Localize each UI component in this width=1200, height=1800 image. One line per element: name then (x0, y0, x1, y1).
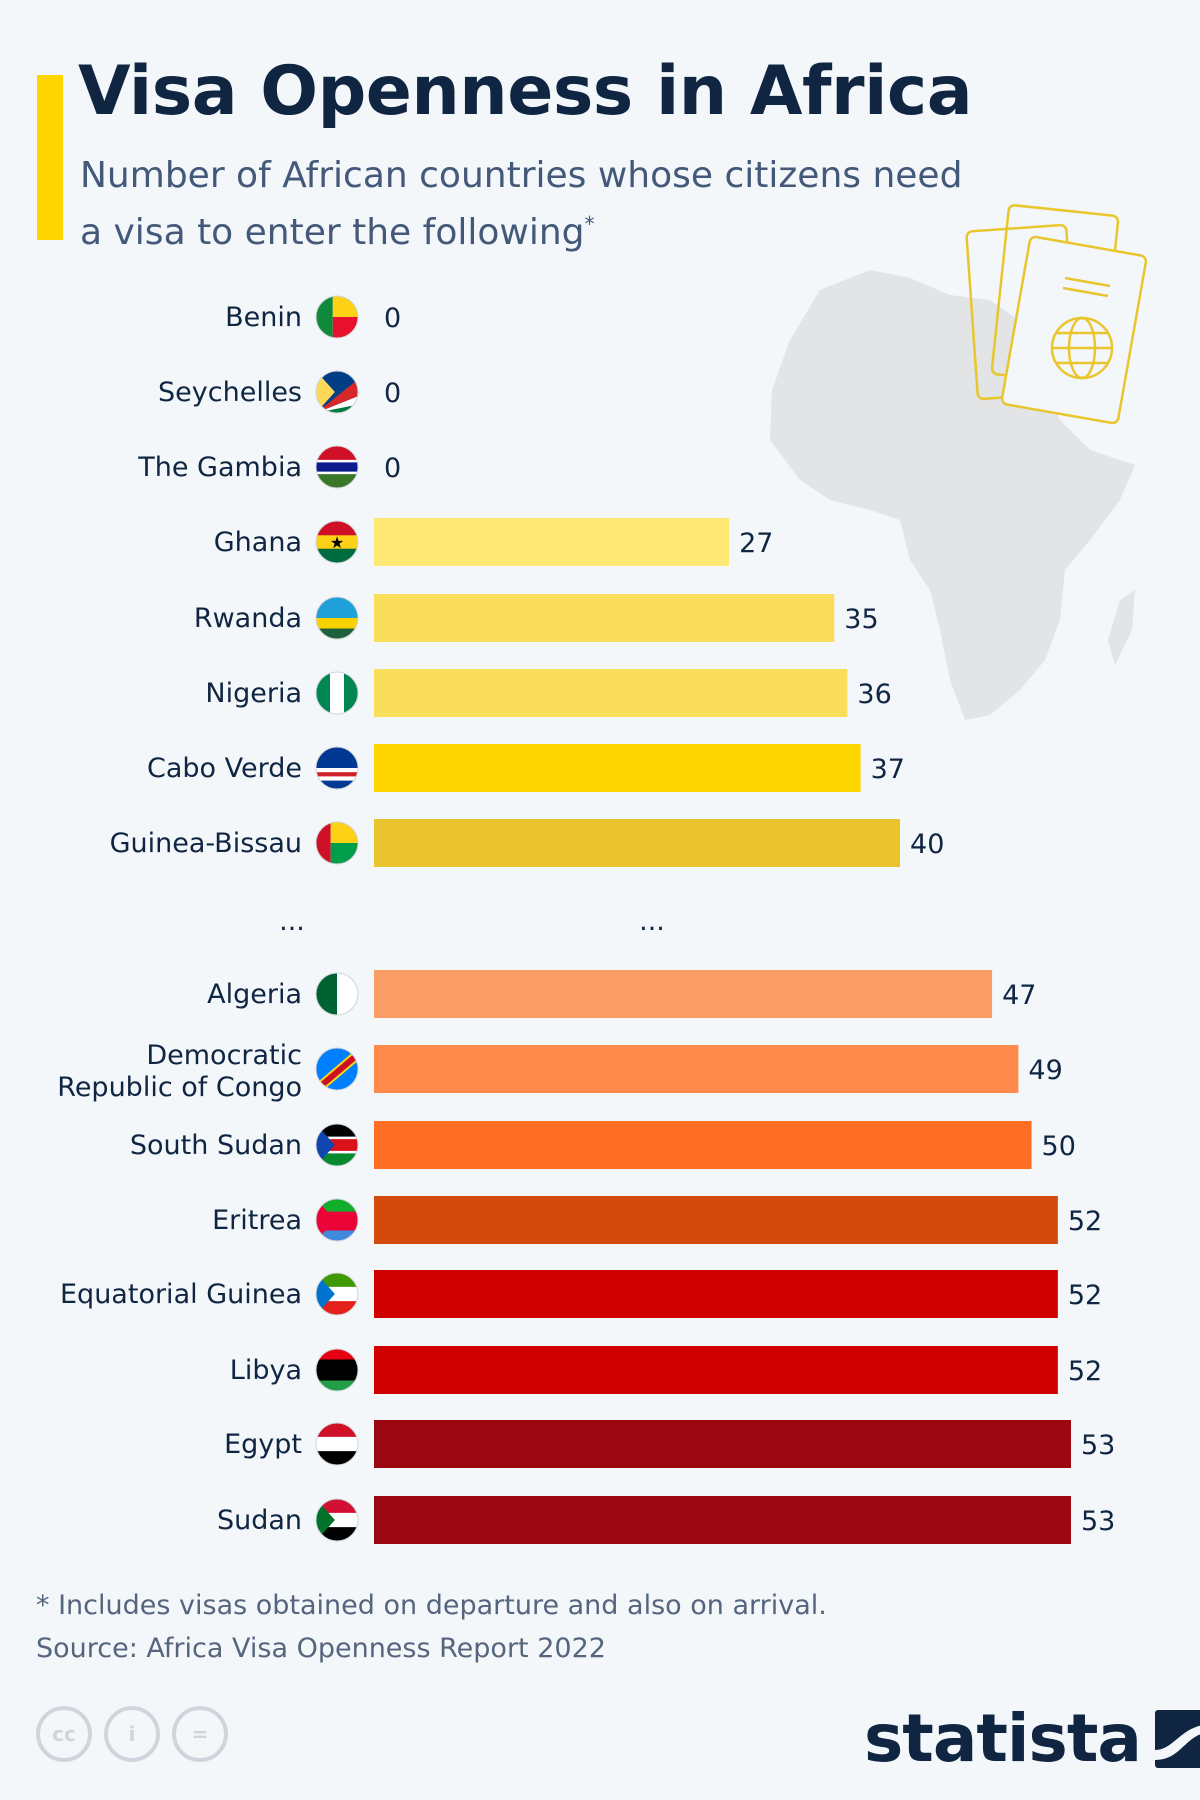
value-label: 53 (1081, 1506, 1115, 1537)
value-label: 52 (1068, 1280, 1102, 1311)
category-label: Rwanda (194, 603, 302, 634)
madagascar-icon (1108, 590, 1135, 665)
gap-label-left: ... (279, 906, 305, 937)
category-label: Guinea-Bissau (110, 828, 302, 859)
category-label: Nigeria (205, 678, 302, 709)
accent-bar (37, 75, 63, 240)
bar (374, 970, 993, 1018)
flag-border (315, 1123, 359, 1167)
category-label: Ghana (214, 527, 302, 558)
footnote: * Includes visas obtained on departure a… (36, 1590, 827, 1621)
bar (374, 744, 861, 792)
creative-commons-icon[interactable]: cc (36, 1706, 92, 1762)
value-label: 0 (384, 453, 401, 484)
flag-icon (316, 672, 358, 714)
subtitle: Number of African countries whose citize… (80, 152, 980, 257)
category-label: Cabo Verde (147, 753, 302, 784)
category-label: The Gambia (137, 452, 302, 483)
value-label: 27 (739, 528, 773, 559)
flag-icon (316, 1499, 358, 1541)
flag-icon (316, 1349, 358, 1391)
category-label: Democratic Republic of Congo (57, 1040, 302, 1103)
bar (374, 594, 835, 642)
category-label: Benin (225, 302, 302, 333)
flag-icon: ★ (316, 521, 358, 563)
statista-logo-icon (1154, 1709, 1200, 1768)
value-label: 53 (1081, 1430, 1115, 1461)
value-label: 52 (1068, 1206, 1102, 1237)
subtitle-text: Number of African countries whose citize… (80, 155, 963, 253)
flag-icon (316, 446, 358, 488)
passport-icon (965, 204, 1148, 425)
flag-border (315, 1422, 359, 1466)
bar (374, 669, 848, 717)
source: Source: Africa Visa Openness Report 2022 (36, 1633, 606, 1664)
flag-icon (316, 597, 358, 639)
category-label: Seychelles (158, 377, 302, 408)
flag-icon (316, 973, 358, 1015)
flag-icon (316, 371, 358, 413)
bar (374, 1045, 1019, 1093)
bar (374, 1420, 1071, 1468)
page-title: Visa Openness in Africa (78, 52, 973, 131)
value-label: 47 (1002, 980, 1036, 1011)
bar (374, 1196, 1058, 1244)
flag-icon (316, 747, 358, 789)
flag-border (315, 671, 359, 715)
category-label: Algeria (207, 979, 302, 1010)
value-label: 35 (844, 604, 878, 635)
africa-map-passport-illustration (770, 204, 1148, 720)
flag-border (315, 746, 359, 790)
flag-border (315, 295, 359, 339)
africa-map-icon (770, 270, 1135, 720)
flag-border (315, 370, 359, 414)
flag-border (315, 1047, 359, 1091)
attribution-icon[interactable]: i (104, 1706, 160, 1762)
flag-border (315, 821, 359, 865)
gap-label-bars: ... (639, 906, 665, 937)
flag-border (315, 520, 359, 564)
bar (374, 1346, 1058, 1394)
flag-border (315, 1272, 359, 1316)
statista-logo[interactable]: statista (864, 1700, 1200, 1777)
value-label: 0 (384, 303, 401, 334)
value-label: 49 (1028, 1055, 1062, 1086)
bar (374, 1270, 1058, 1318)
value-label: 0 (384, 378, 401, 409)
value-label: 36 (857, 679, 891, 710)
category-label: Sudan (217, 1505, 302, 1536)
bar-chart: Benin 0 Seychelles 0 The Gambia 0 Ghana ★ 27 Rwan… (57, 295, 1115, 1544)
flag-icon (316, 1273, 358, 1315)
category-label: Eritrea (212, 1205, 302, 1236)
svg-text:★: ★ (330, 533, 344, 552)
value-label: 52 (1068, 1356, 1102, 1387)
bar (374, 518, 730, 566)
flag-border (315, 596, 359, 640)
bar (374, 1496, 1071, 1544)
value-label: 50 (1042, 1131, 1076, 1162)
brand-name: statista (864, 1700, 1142, 1777)
flag-border (315, 1348, 359, 1392)
no-derivatives-icon[interactable]: = (172, 1706, 228, 1762)
value-label: 40 (910, 829, 944, 860)
value-label: 37 (871, 754, 905, 785)
category-label: Libya (230, 1355, 302, 1386)
flag-border (315, 1198, 359, 1242)
flag-border (315, 972, 359, 1016)
subtitle-marker: * (584, 212, 595, 236)
bar (374, 819, 901, 867)
flag-border (315, 1498, 359, 1542)
license-icons: cc i = (36, 1706, 228, 1762)
flag-border (315, 445, 359, 489)
category-label: Equatorial Guinea (60, 1279, 302, 1310)
category-label: Egypt (224, 1429, 302, 1460)
bar (374, 1121, 1032, 1169)
category-label: South Sudan (130, 1130, 302, 1161)
flag-icon (316, 1423, 358, 1465)
